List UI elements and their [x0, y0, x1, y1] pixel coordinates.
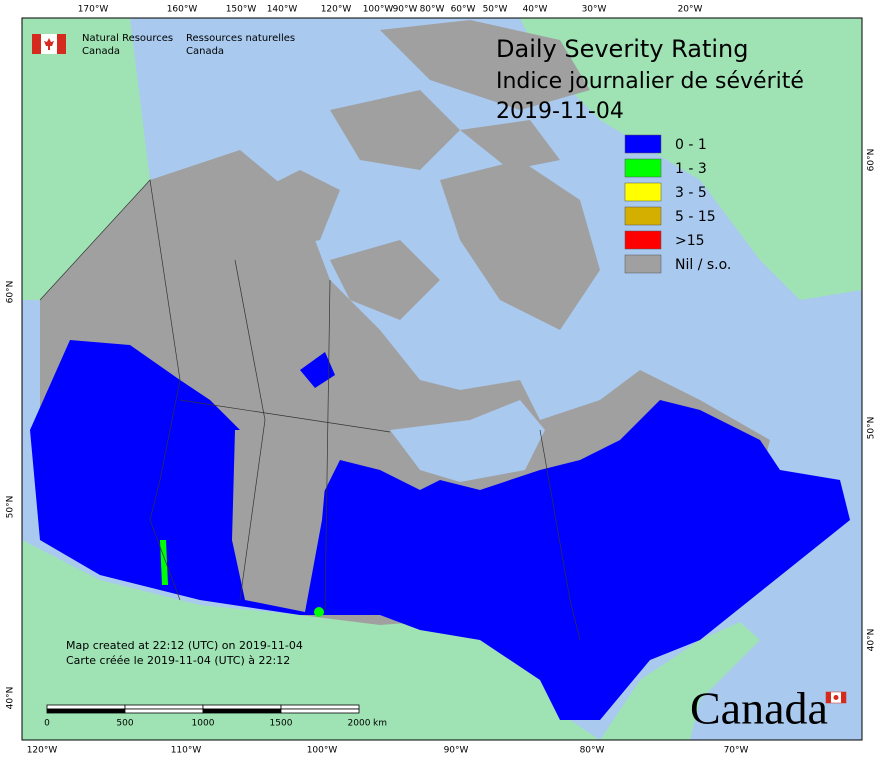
map [21, 17, 863, 741]
scale-label: 1000 [192, 719, 215, 729]
borders [39, 179, 581, 641]
lat-label: 60°N [6, 281, 16, 304]
lon-label: 160°W [167, 5, 198, 15]
legend-swatch [624, 158, 662, 178]
rating-0-1-north [300, 352, 335, 388]
lon-label: 70°W [724, 746, 749, 756]
scale-segment [124, 708, 204, 714]
scale-segment [280, 704, 360, 710]
legend-swatch [624, 206, 662, 226]
island [330, 240, 440, 320]
nrcan-en: Canada [82, 46, 120, 57]
title: Daily Severity Rating [496, 35, 748, 63]
border [149, 379, 181, 601]
arctic-islands [240, 20, 600, 330]
lon-label: 80°W [580, 746, 605, 756]
lat-label: 50°N [867, 417, 877, 440]
hudson-bay [390, 400, 545, 482]
flag-band [32, 34, 41, 54]
lat-label: 50°N [6, 496, 16, 519]
flag-band [57, 34, 66, 54]
legend-swatch [624, 134, 662, 154]
wordmark: Canada [690, 683, 828, 734]
nrcan-en: Natural Resources [82, 33, 173, 44]
graticule-labels: 170°W 160°W 150°W 140°W 120°W 100°W 90°W 80°W 60… [6, 5, 877, 756]
island [240, 170, 340, 250]
scale-segment [280, 708, 360, 714]
lon-label: 20°W [678, 5, 703, 15]
border [539, 429, 581, 641]
scale-label: 2000 [348, 719, 371, 729]
lon-label: 170°W [78, 5, 109, 15]
lon-label: 80°W [420, 5, 445, 15]
prairie-nil [232, 430, 330, 612]
nrcan-fr: Canada [186, 46, 224, 57]
scale-label: 1500 [270, 719, 293, 729]
legend-label: >15 [675, 233, 705, 249]
rating-1-3 [314, 607, 324, 617]
legend-label: 0 - 1 [675, 137, 707, 153]
legend-swatch [624, 182, 662, 202]
title-fr: Indice journalier de sévérité [496, 69, 804, 94]
nrcan-signature: Natural Resources Canada Ressources natu… [32, 33, 295, 57]
alaska [22, 18, 150, 300]
scale-segment [46, 708, 126, 714]
lat-label: 40°N [867, 629, 877, 652]
legend-label: 5 - 15 [675, 209, 716, 225]
scale-label: 500 [116, 719, 133, 729]
lon-label: 140°W [267, 5, 298, 15]
flag-band [826, 692, 831, 703]
lon-label: 100°W [307, 746, 338, 756]
lon-label: 110°W [171, 746, 202, 756]
greenland [520, 18, 862, 300]
lon-label: 120°W [27, 746, 58, 756]
lon-label: 40°W [523, 5, 548, 15]
legend-swatch [624, 254, 662, 274]
flag-band [841, 692, 846, 703]
legend-swatch [624, 230, 662, 250]
legend-label: 1 - 3 [675, 161, 707, 177]
lon-label: 30°W [582, 5, 607, 15]
island [460, 120, 560, 170]
border [234, 259, 266, 601]
border [324, 279, 331, 611]
legend-label: Nil / s.o. [675, 257, 731, 273]
scale-segment [202, 704, 282, 710]
lat-label: 60°N [867, 149, 877, 172]
island [440, 160, 600, 330]
island [330, 90, 460, 170]
lon-label: 150°W [226, 5, 257, 15]
canada-wordmark: Canada [690, 683, 847, 734]
note: Map created at 22:12 (UTC) on 2019-11-04 [66, 639, 303, 652]
lat-label: 40°N [6, 687, 16, 710]
legend: 0 - 1 1 - 3 3 - 5 5 - 15 >15 Nil / s.o. [624, 134, 731, 274]
map-frame [21, 17, 863, 741]
maple-leaf [44, 38, 54, 50]
nrcan-fr: Ressources naturelles [186, 33, 295, 44]
island [380, 20, 590, 110]
legend-label: 3 - 5 [675, 185, 707, 201]
note: Carte créée le 2019-11-04 (UTC) à 22:12 [66, 654, 290, 667]
lon-label: 90°W [393, 5, 418, 15]
scale-segment [202, 708, 282, 714]
date: 2019-11-04 [496, 99, 624, 124]
lon-label: 90°W [444, 746, 469, 756]
border [179, 399, 391, 433]
maple-leaf [833, 695, 839, 700]
lon-label: 60°W [451, 5, 476, 15]
border [39, 179, 181, 381]
scale-segment [46, 704, 126, 710]
scale-label: 0 [44, 719, 50, 729]
usa-east [600, 622, 760, 740]
scale-segment [124, 704, 204, 710]
lon-label: 120°W [321, 5, 352, 15]
lon-label: 50°W [483, 5, 508, 15]
scale-bar: 0 500 1000 1500 2000 km [44, 704, 387, 729]
lon-label: 100°W [363, 5, 394, 15]
usa [22, 540, 600, 740]
scale-unit: km [373, 719, 387, 729]
